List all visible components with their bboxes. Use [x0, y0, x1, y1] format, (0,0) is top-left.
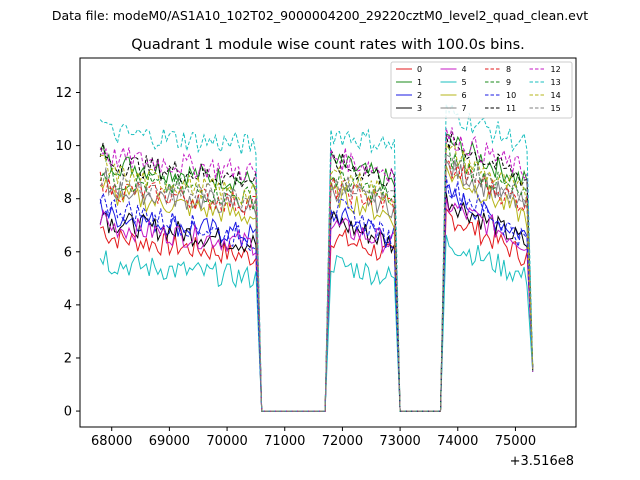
series-line-8 — [99, 159, 534, 412]
legend-label-8: 8 — [506, 65, 511, 74]
series-line-7 — [100, 158, 534, 412]
legend-label-7: 7 — [462, 104, 467, 113]
x-axis: 68000 69000 70000 71000 72000 73000 74000 75000 — [91, 427, 536, 449]
legend-label-13: 13 — [551, 78, 561, 87]
legend-label-0: 0 — [417, 65, 422, 74]
figure-suptitle: Data file: modeM0/AS1A10_102T02_90000042… — [52, 8, 588, 23]
y-tick-label: 4 — [64, 298, 72, 313]
y-tick-label: 2 — [64, 351, 72, 366]
legend-label-9: 9 — [506, 78, 511, 87]
legend-box — [390, 61, 573, 119]
series-line-15 — [99, 153, 534, 412]
x-tick-label: 73000 — [379, 434, 420, 449]
legend-label-2: 2 — [417, 91, 422, 100]
legend-label-5: 5 — [462, 78, 467, 87]
y-tick-label: 0 — [64, 405, 72, 420]
legend-label-11: 11 — [506, 104, 516, 113]
chart-title: Quadrant 1 module wise count rates with … — [131, 37, 525, 53]
x-tick-label: 75000 — [495, 434, 536, 449]
legend-label-15: 15 — [551, 104, 561, 113]
x-tick-label: 72000 — [322, 434, 363, 449]
y-tick-label: 8 — [64, 192, 72, 207]
plot-area — [99, 102, 534, 412]
legend-label-1: 1 — [417, 78, 422, 87]
y-tick-label: 12 — [55, 86, 72, 101]
series-line-10 — [99, 176, 534, 412]
series-line-5 — [99, 234, 534, 412]
x-tick-label: 68000 — [91, 434, 132, 449]
legend-label-10: 10 — [506, 91, 516, 100]
legend-label-14: 14 — [551, 91, 561, 100]
legend-label-4: 4 — [462, 65, 467, 74]
y-tick-label: 10 — [55, 139, 72, 154]
y-tick-label: 6 — [64, 245, 72, 260]
legend-label-12: 12 — [551, 65, 561, 74]
legend-label-3: 3 — [417, 104, 422, 113]
series-line-1 — [99, 133, 534, 412]
series-line-0 — [99, 207, 534, 412]
x-tick-label: 74000 — [437, 434, 478, 449]
x-axis-offset-label: +3.516e8 — [510, 454, 574, 469]
x-tick-label: 70000 — [206, 434, 247, 449]
series-line-13 — [99, 102, 534, 412]
series-line-9 — [99, 146, 534, 412]
legend-label-6: 6 — [462, 91, 467, 100]
axes-frame — [79, 57, 577, 428]
x-tick-label: 71000 — [264, 434, 305, 449]
series-line-12 — [99, 127, 534, 412]
y-axis: 0 2 4 6 8 10 12 — [55, 86, 80, 420]
x-tick-label: 69000 — [149, 434, 190, 449]
